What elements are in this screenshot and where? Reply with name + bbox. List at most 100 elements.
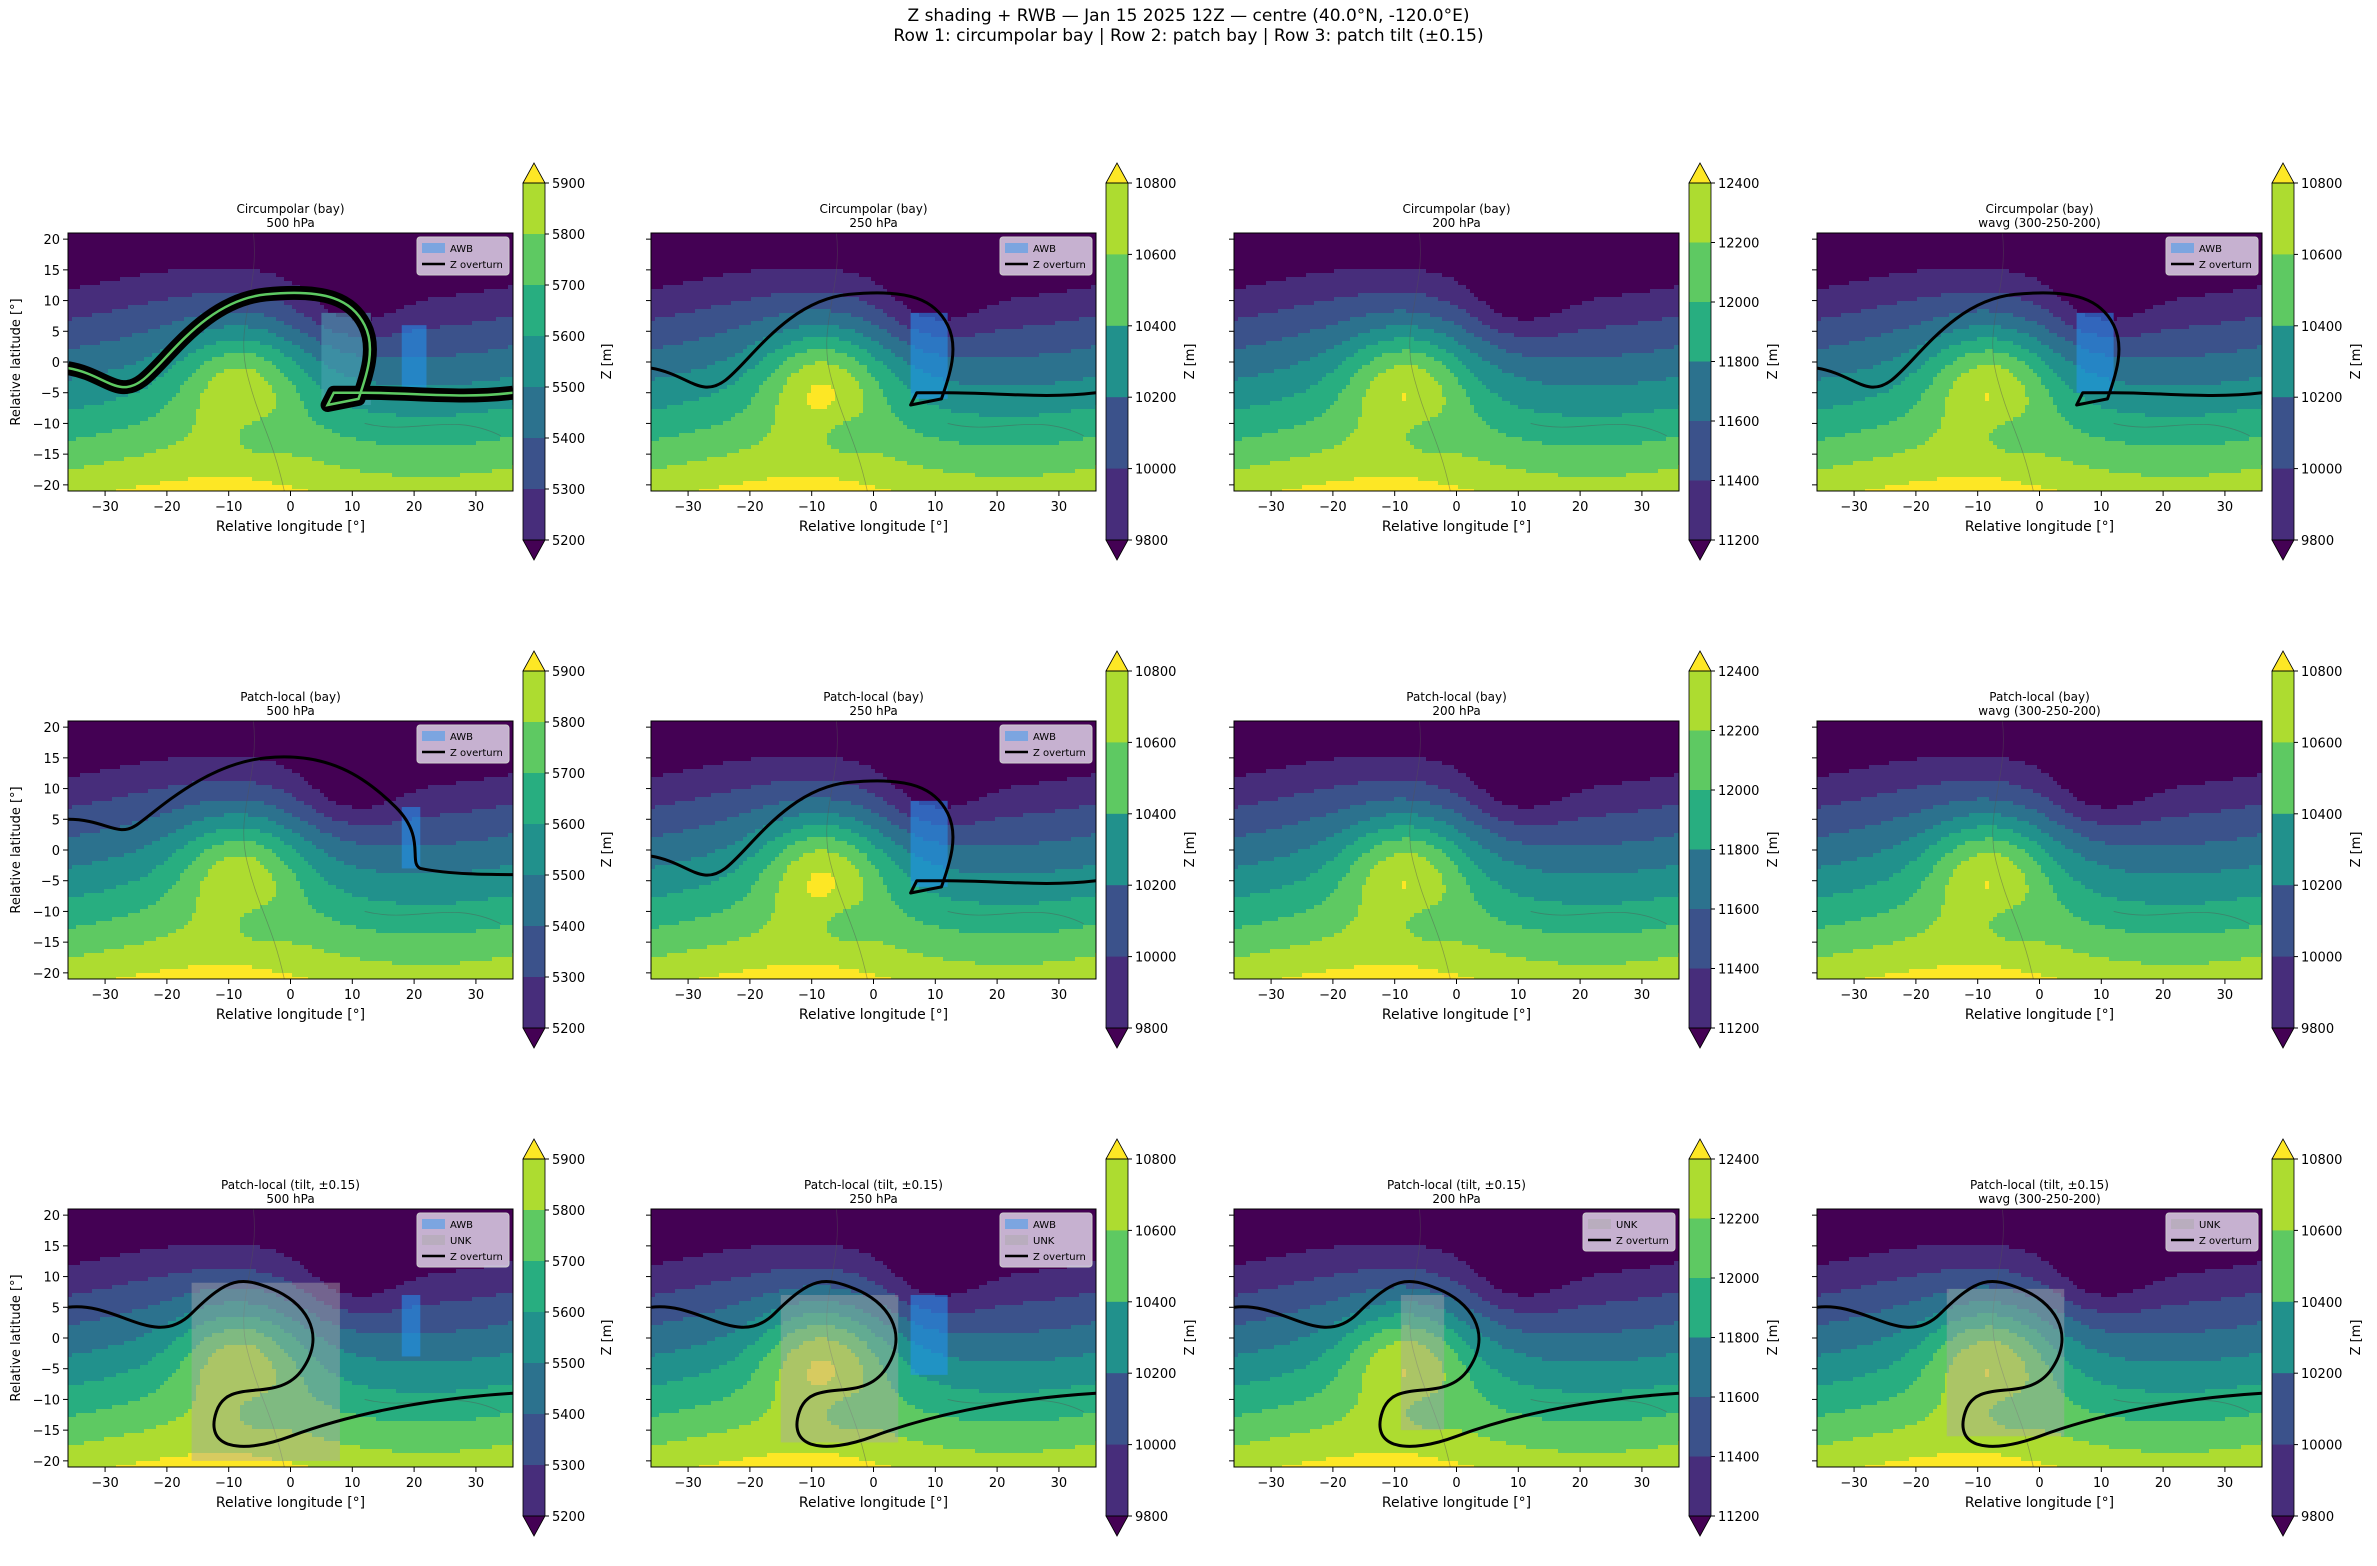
z-shading-cell [168,405,173,410]
z-shading-cell [444,313,449,318]
z-shading-cell [240,317,245,322]
z-shading-cell [496,293,501,298]
z-shading-cell [76,409,81,414]
z-shading-cell [400,253,405,258]
z-shading-cell [508,289,513,294]
z-shading-cell [376,381,381,386]
z-shading-cell [468,313,473,318]
z-shading-cell [236,393,241,398]
z-shading-cell [156,405,161,410]
z-shading-cell [504,405,509,410]
z-shading-cell [292,269,297,274]
z-shading-cell [84,381,89,386]
z-shading-cell [436,325,441,330]
z-shading-cell [216,385,221,390]
z-shading-cell [88,397,93,402]
z-shading-cell [304,329,309,334]
z-shading-cell [212,337,217,342]
z-shading-cell [104,333,109,338]
z-shading-cell [184,393,189,398]
z-shading-cell [240,233,245,238]
z-shading-cell [456,365,461,370]
z-shading-cell [388,273,393,278]
z-shading-cell [208,337,213,342]
z-shading-cell [204,293,209,298]
z-shading-cell [360,301,365,306]
z-shading-cell [328,305,333,310]
z-shading-cell [76,353,81,358]
z-shading-cell [252,281,257,286]
z-shading-cell [428,381,433,386]
z-shading-cell [208,333,213,338]
z-shading-cell [416,281,421,286]
z-shading-cell [208,373,213,378]
z-shading-cell [172,365,177,370]
z-shading-cell [184,405,189,410]
z-shading-cell [68,245,73,250]
z-shading-cell [92,233,97,238]
z-shading-cell [216,397,221,402]
z-shading-cell [288,373,293,378]
z-shading-cell [372,253,377,258]
z-shading-cell [236,353,241,358]
z-shading-cell [144,301,149,306]
z-shading-cell [216,405,221,410]
z-shading-cell [452,333,457,338]
z-shading-cell [364,301,369,306]
z-shading-cell [216,337,221,342]
z-shading-cell [408,237,413,242]
z-shading-cell [196,349,201,354]
z-shading-cell [116,269,121,274]
z-shading-cell [428,317,433,322]
z-shading-cell [248,321,253,326]
z-shading-cell [220,253,225,258]
z-shading-cell [188,285,193,290]
z-shading-cell [124,401,129,406]
z-shading-cell [132,409,137,414]
z-shading-cell [192,357,197,362]
z-shading-cell [100,301,105,306]
z-shading-cell [156,245,161,250]
z-shading-cell [264,333,269,338]
z-shading-cell [508,281,513,286]
z-shading-cell [316,257,321,262]
z-shading-cell [212,409,217,414]
z-shading-cell [432,321,437,326]
z-shading-cell [496,325,501,330]
z-shading-cell [464,321,469,326]
z-shading-cell [440,301,445,306]
z-shading-cell [204,369,209,374]
z-shading-cell [140,345,145,350]
z-shading-cell [444,361,449,366]
z-shading-cell [80,313,85,318]
z-shading-cell [128,249,133,254]
z-shading-cell [408,401,413,406]
z-shading-cell [444,325,449,330]
z-shading-cell [480,293,485,298]
z-shading-cell [500,309,505,314]
z-shading-cell [284,377,289,382]
z-shading-cell [100,281,105,286]
z-shading-cell [276,361,281,366]
z-shading-cell [200,373,205,378]
z-shading-cell [416,277,421,282]
z-shading-cell [328,257,333,262]
z-shading-cell [296,253,301,258]
z-shading-cell [192,233,197,238]
z-shading-cell [68,333,73,338]
z-shading-cell [276,333,281,338]
z-shading-cell [84,277,89,282]
z-shading-cell [128,301,133,306]
z-shading-cell [364,305,369,310]
z-shading-cell [236,237,241,242]
z-shading-cell [132,305,137,310]
z-shading-cell [108,401,113,406]
z-shading-cell [352,289,357,294]
z-shading-cell [276,377,281,382]
z-shading-cell [316,273,321,278]
z-shading-cell [292,385,297,390]
z-shading-cell [436,301,441,306]
z-shading-cell [104,277,109,282]
z-shading-cell [284,353,289,358]
z-shading-cell [172,281,177,286]
